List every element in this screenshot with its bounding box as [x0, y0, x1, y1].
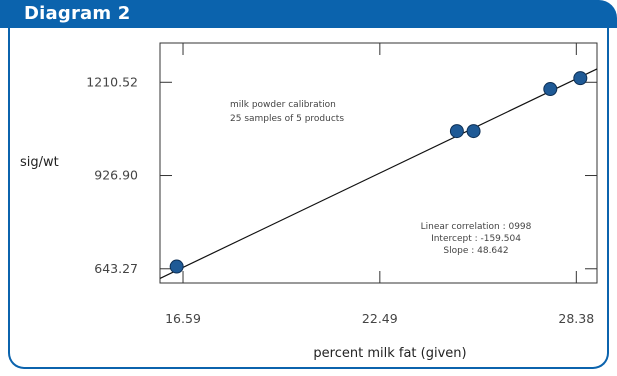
- data-point: [466, 124, 481, 139]
- y-tick-label: 1210.52: [86, 74, 138, 89]
- header-bar: Diagram 2: [0, 0, 617, 28]
- data-point: [573, 71, 588, 86]
- y-axis-title: sig/wt: [20, 155, 59, 170]
- annotation-subtitle: 25 samples of 5 products: [230, 114, 344, 124]
- stat-intercept: Intercept : -159.504: [431, 234, 521, 244]
- fit-line: [159, 68, 598, 279]
- x-tick-label: 16.59: [165, 311, 201, 326]
- x-tick-label: 28.38: [558, 311, 594, 326]
- x-tick-label: 22.49: [362, 311, 398, 326]
- diagram-title: Diagram 2: [24, 3, 131, 24]
- data-points: [169, 71, 588, 274]
- y-tick-label: 643.27: [94, 261, 138, 276]
- stat-slope: Slope : 48.642: [443, 246, 508, 256]
- y-axis: 643.27 926.90 1210.52: [86, 74, 597, 276]
- data-point: [169, 259, 184, 274]
- plot-area: [159, 42, 598, 284]
- diagram-frame: [8, 26, 609, 369]
- stat-correlation: Linear correlation : 0998: [421, 222, 532, 232]
- annotation-title: milk powder calibration: [230, 100, 336, 110]
- y-tick-label: 926.90: [94, 168, 138, 183]
- data-point: [449, 124, 464, 139]
- data-point: [543, 82, 558, 97]
- x-axis: 16.59 22.49 28.38: [165, 43, 594, 326]
- x-axis-title: percent milk fat (given): [313, 346, 466, 361]
